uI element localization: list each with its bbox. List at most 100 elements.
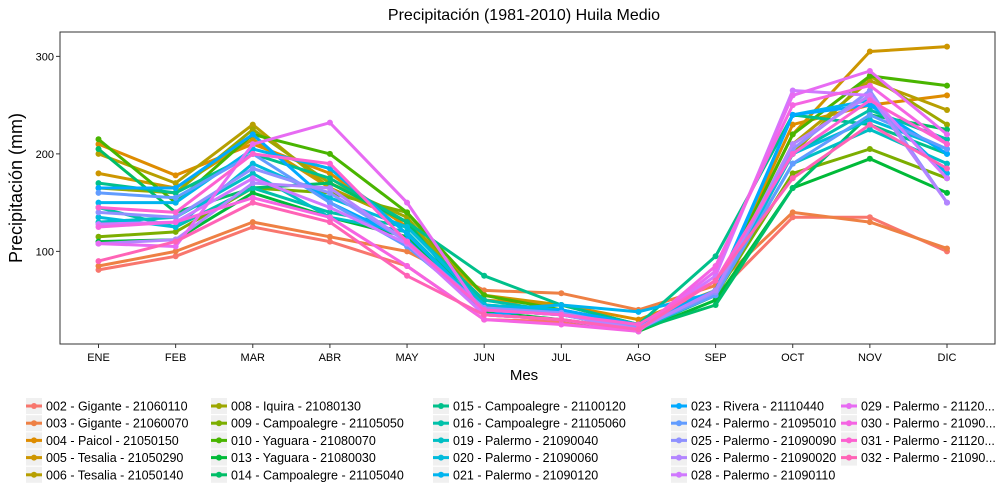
data-point xyxy=(249,121,256,128)
legend-label: 004 - Paicol - 21050150 xyxy=(46,434,179,448)
data-point xyxy=(944,126,950,133)
data-point xyxy=(944,92,950,99)
data-point xyxy=(944,160,950,167)
data-point xyxy=(95,224,102,230)
legend-item: 016 - Campoalegre - 21105060 xyxy=(433,415,626,432)
data-point xyxy=(249,224,256,230)
data-point xyxy=(326,185,333,191)
data-point xyxy=(95,258,102,265)
data-point xyxy=(944,82,950,89)
data-point xyxy=(944,107,950,113)
x-tick-label: JUL xyxy=(552,352,572,364)
data-point xyxy=(172,243,179,250)
data-point xyxy=(789,175,796,182)
data-point xyxy=(789,170,796,177)
data-point xyxy=(326,194,333,201)
x-tick-label: DIC xyxy=(938,352,957,364)
x-tick-label: NOV xyxy=(858,352,883,364)
series-line xyxy=(97,74,948,329)
legend-key-point xyxy=(31,420,37,427)
data-point xyxy=(95,233,102,240)
legend-key-point xyxy=(438,454,444,461)
x-tick-label: ENE xyxy=(87,352,110,364)
data-point xyxy=(558,316,565,323)
y-tick-label: 300 xyxy=(36,51,54,63)
legend-item: 019 - Palermo - 21090040 xyxy=(433,432,598,449)
series-line xyxy=(98,84,948,333)
data-point xyxy=(789,121,796,128)
data-point xyxy=(558,290,565,297)
legend-item: 004 - Paicol - 21050150 xyxy=(26,432,179,449)
data-point xyxy=(404,238,411,245)
data-point xyxy=(326,199,333,206)
legend-label: 031 - Palermo - 21120... xyxy=(861,434,995,448)
legend-item: 002 - Gigante - 21060110 xyxy=(26,398,188,414)
legend-item: 028 - Palermo - 21090110 xyxy=(671,466,835,483)
legend-key-point xyxy=(846,454,852,461)
data-point xyxy=(866,102,873,109)
data-point xyxy=(558,302,565,308)
legend-label: 030 - Palermo - 21090... xyxy=(861,417,996,431)
data-point xyxy=(635,316,642,323)
legend-key-point xyxy=(216,420,222,427)
data-point xyxy=(404,199,411,206)
legend-key-point xyxy=(846,420,852,427)
legend-item: 032 - Palermo - 21090... xyxy=(841,449,996,466)
series-030 xyxy=(95,82,950,335)
data-point xyxy=(326,219,333,226)
legend-key-point xyxy=(438,471,444,478)
data-point xyxy=(326,180,333,187)
data-point xyxy=(944,146,950,152)
data-point xyxy=(326,209,333,216)
data-point xyxy=(944,165,950,172)
data-point xyxy=(172,219,179,226)
data-point xyxy=(866,72,873,79)
legend-item: 005 - Tesalia - 21050290 xyxy=(26,449,183,466)
data-point xyxy=(172,209,179,216)
data-point xyxy=(326,119,333,126)
data-point xyxy=(326,214,333,221)
legend-key-point xyxy=(216,403,222,409)
series-line xyxy=(98,98,948,326)
data-point xyxy=(789,160,796,167)
data-point xyxy=(172,238,179,245)
data-point xyxy=(789,209,796,216)
data-point xyxy=(326,175,333,182)
data-point xyxy=(326,189,333,196)
y-tick-label: 200 xyxy=(36,149,54,161)
x-tick-label: MAY xyxy=(396,352,420,364)
legend-key-point xyxy=(676,403,682,409)
data-point xyxy=(172,248,179,255)
legend-item: 020 - Palermo - 21090060 xyxy=(433,449,598,466)
data-point xyxy=(789,141,796,148)
legend-key-point xyxy=(438,403,444,409)
legend-label: 016 - Campoalegre - 21105060 xyxy=(453,417,626,431)
data-point xyxy=(172,172,179,179)
data-point xyxy=(172,224,179,230)
legend-label: 021 - Palermo - 21090120 xyxy=(453,468,598,482)
legend-label: 015 - Campoalegre - 21100120 xyxy=(453,400,626,414)
x-tick-label: JUN xyxy=(473,352,494,364)
data-point xyxy=(249,199,256,206)
data-point xyxy=(326,160,333,167)
legend-key-point xyxy=(31,454,37,461)
legend-item: 026 - Palermo - 21090020 xyxy=(671,449,836,466)
data-point xyxy=(95,214,102,221)
legend-item: 024 - Palermo - 21095010 xyxy=(671,415,836,432)
data-point xyxy=(404,224,411,230)
data-point xyxy=(404,248,411,255)
data-point xyxy=(944,121,950,128)
data-point xyxy=(172,194,179,201)
x-tick-label: FEB xyxy=(165,352,186,364)
data-point xyxy=(95,150,102,157)
data-point xyxy=(404,230,411,237)
x-tick-label: AGO xyxy=(626,352,651,364)
data-point xyxy=(95,180,102,187)
data-point xyxy=(404,219,411,226)
legend-label: 010 - Yaguara - 21080070 xyxy=(231,434,376,448)
data-point xyxy=(249,141,256,148)
data-point xyxy=(95,136,102,143)
data-point xyxy=(172,253,179,260)
data-point xyxy=(326,233,333,240)
legend-item: 008 - Iquira - 21080130 xyxy=(211,398,361,414)
